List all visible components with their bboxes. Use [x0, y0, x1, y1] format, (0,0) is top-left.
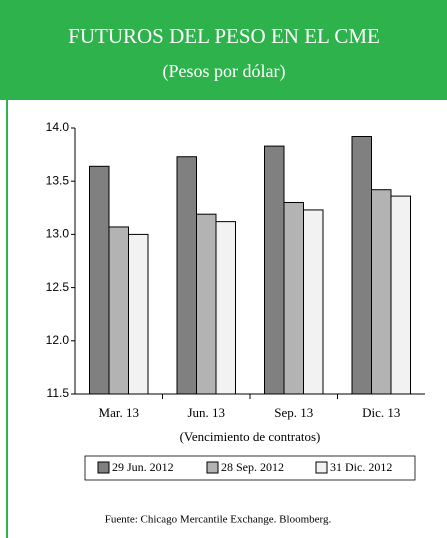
legend-swatch	[97, 461, 110, 474]
legend-label: 31 Dic. 2012	[330, 460, 392, 474]
bar	[215, 221, 236, 395]
y-tick-label: 11.5	[47, 386, 70, 400]
bar	[89, 165, 110, 395]
bar	[176, 156, 197, 395]
bar	[351, 136, 372, 395]
x-axis-label: (Vencimiento de contratos)	[180, 429, 321, 444]
y-tick-label: 12.0	[46, 333, 70, 347]
chart-title: FUTUROS DEL PESO EN EL CME	[68, 24, 380, 48]
legend-label: 28 Sep. 2012	[221, 460, 284, 474]
legend-label: 29 Jun. 2012	[112, 460, 174, 474]
x-tick-label: Mar. 13	[99, 405, 139, 420]
bar	[196, 213, 217, 395]
y-tick-label: 12.5	[46, 280, 70, 294]
source-note: Fuente: Chicago Mercantile Exchange. Blo…	[105, 514, 332, 526]
chart-subtitle: (Pesos por dólar)	[163, 61, 286, 82]
left-border	[6, 100, 8, 538]
bar	[264, 145, 285, 395]
x-tick-label: Dic. 13	[362, 405, 400, 420]
legend-swatch	[315, 461, 328, 474]
bar	[390, 195, 411, 395]
y-tick-label: 14.0	[46, 120, 70, 134]
bar	[283, 201, 304, 395]
bar	[371, 189, 392, 395]
legend-box	[84, 455, 416, 481]
bar	[303, 209, 324, 395]
y-tick-label: 13.5	[46, 173, 70, 187]
y-tick-label: 13.0	[46, 227, 70, 241]
bar	[108, 226, 129, 395]
x-tick-label: Sep. 13	[274, 405, 313, 420]
bar	[128, 233, 149, 395]
header-band	[0, 0, 447, 100]
legend-swatch	[206, 461, 219, 474]
x-tick-label: Jun. 13	[187, 405, 225, 420]
